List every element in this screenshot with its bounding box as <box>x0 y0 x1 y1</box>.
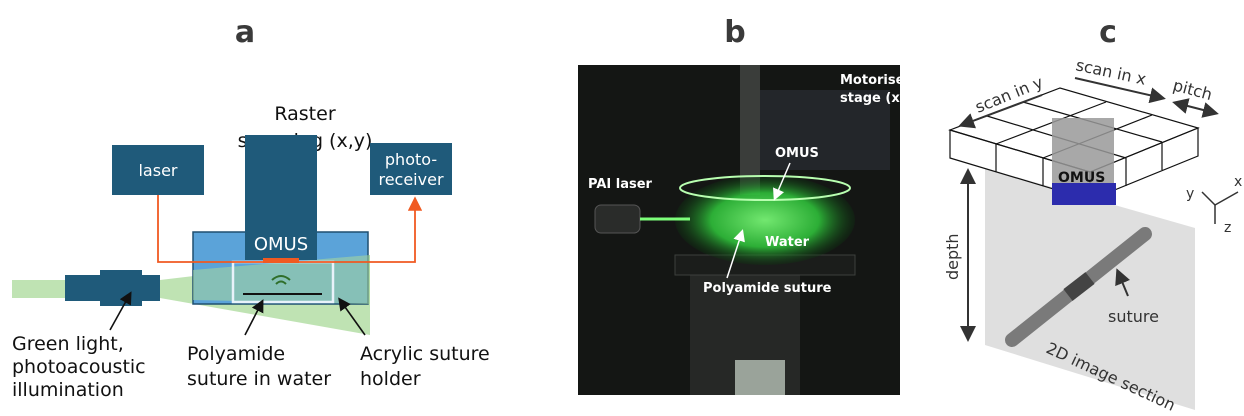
photo-label: PAI laser <box>588 177 653 192</box>
photo-label: stage (xyz) <box>840 91 922 106</box>
receiver-label: photo- <box>385 150 437 169</box>
caption: suture in water <box>187 368 331 390</box>
axis-label: y <box>1186 186 1194 202</box>
photo-detail <box>735 360 785 395</box>
caption: illumination <box>12 379 124 401</box>
photo-label: Motorised <box>840 73 914 88</box>
caption: Polyamide <box>187 343 285 365</box>
caption: photoacoustic <box>12 356 146 378</box>
panel-label: b <box>724 15 745 50</box>
receiver-label: receiver <box>378 170 443 189</box>
panel-c: c OMUS scan in y scan in x pitch depth s… <box>943 15 1242 415</box>
axes-icon <box>1202 192 1238 224</box>
annotation: pitch <box>1171 76 1214 105</box>
panel-b: b Motorised stage (xyz) OMUS PAI laser W… <box>578 15 922 395</box>
water-tank <box>675 175 855 265</box>
annotation: scan in x <box>1074 55 1148 88</box>
annotation: suture <box>1108 307 1159 326</box>
photo-label: Polyamide suture <box>703 281 832 296</box>
figure: a Raster scanning (x,y) OMUS laser photo… <box>0 0 1244 416</box>
annotation: depth <box>943 233 962 280</box>
axis-label: x <box>1234 174 1242 190</box>
annotation: scan in y <box>972 72 1045 116</box>
caption: Acrylic suture <box>360 343 490 365</box>
laser-head <box>595 205 640 233</box>
arrow <box>1176 103 1215 113</box>
omus-tip <box>1052 183 1116 205</box>
caption: holder <box>360 368 421 390</box>
omus-label: OMUS <box>1058 170 1105 186</box>
axis-label: z <box>1224 220 1231 236</box>
title: Raster <box>274 103 335 125</box>
panel-a: a Raster scanning (x,y) OMUS laser photo… <box>12 15 490 401</box>
panel-label: c <box>1099 15 1117 50</box>
laser-label: laser <box>138 161 177 180</box>
collimator <box>100 270 142 306</box>
omus-label: OMUS <box>254 234 308 255</box>
photo-label: Water <box>765 235 810 250</box>
caption: Green light, <box>12 333 124 355</box>
panel-label: a <box>235 15 255 50</box>
photo-label: OMUS <box>775 146 819 161</box>
